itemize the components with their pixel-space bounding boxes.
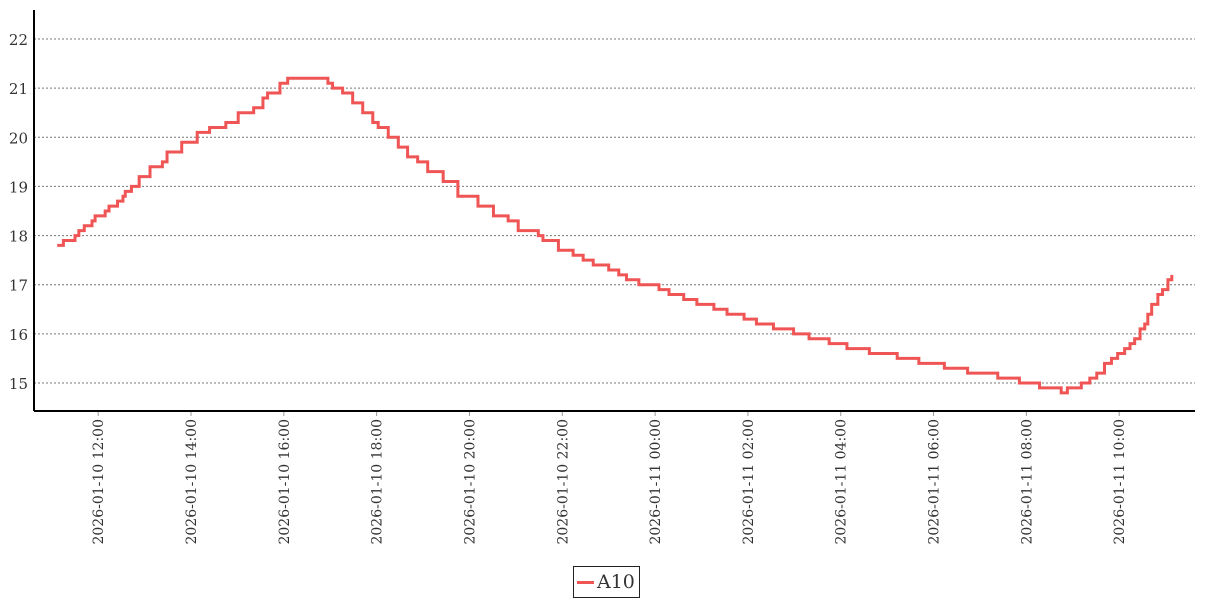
x-axis-ticks: 2026-01-10 12:00 2026-01-10 14:00 2026-01-… bbox=[91, 411, 1128, 545]
y-tick-label: 17 bbox=[9, 277, 28, 295]
x-tick-label: 2026-01-10 20:00 bbox=[462, 419, 478, 545]
x-tick-label: 2026-01-11 02:00 bbox=[741, 419, 757, 545]
legend: A10 bbox=[573, 566, 640, 598]
x-tick-label: 2026-01-10 12:00 bbox=[91, 419, 107, 545]
x-tick-label: 2026-01-10 16:00 bbox=[277, 419, 293, 545]
x-tick-label: 2026-01-11 04:00 bbox=[834, 419, 850, 545]
x-tick-label: 2026-01-11 08:00 bbox=[1019, 419, 1035, 545]
grid-lines bbox=[34, 38, 1195, 384]
legend-swatch bbox=[577, 580, 594, 584]
y-tick-label: 19 bbox=[9, 178, 28, 196]
y-tick-label: 22 bbox=[9, 31, 28, 49]
x-tick-label: 2026-01-11 00:00 bbox=[648, 419, 664, 545]
x-tick-label: 2026-01-10 14:00 bbox=[184, 419, 200, 545]
y-tick-label: 16 bbox=[9, 326, 28, 344]
y-axis-ticks: 15 16 17 18 19 20 21 22 bbox=[9, 31, 28, 393]
y-tick-label: 20 bbox=[9, 129, 28, 147]
x-tick-label: 2026-01-11 10:00 bbox=[1112, 419, 1128, 545]
x-tick-label: 2026-01-10 18:00 bbox=[370, 419, 386, 545]
legend-label: A10 bbox=[597, 571, 635, 593]
y-tick-label: 15 bbox=[9, 375, 28, 393]
y-tick-label: 21 bbox=[9, 80, 28, 98]
series-line-a10 bbox=[57, 76, 1174, 395]
x-tick-label: 2026-01-11 06:00 bbox=[927, 419, 943, 545]
y-tick-label: 18 bbox=[9, 228, 28, 246]
x-tick-label: 2026-01-10 22:00 bbox=[555, 419, 571, 545]
